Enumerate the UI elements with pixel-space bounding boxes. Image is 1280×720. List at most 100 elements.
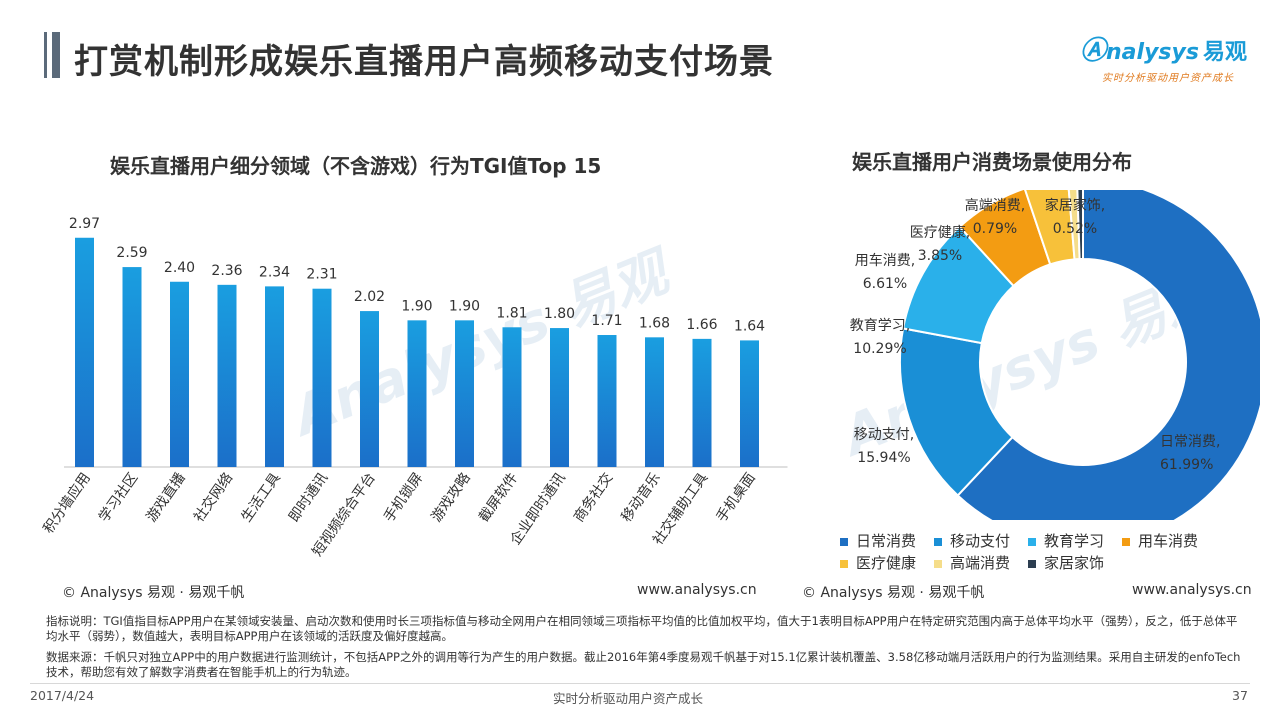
bar-value-label: 1.66 bbox=[686, 317, 717, 333]
legend-item: 医疗健康 bbox=[840, 552, 916, 573]
donut-value-label: 10.29% bbox=[853, 341, 906, 357]
bar-value-label: 2.31 bbox=[306, 267, 337, 283]
page-number: 37 bbox=[1232, 688, 1248, 703]
bar-value-label: 1.64 bbox=[734, 318, 765, 334]
legend-swatch bbox=[934, 559, 942, 568]
bar-chart: 2.97 积分墙应用 2.59 学习社区 2.40 游戏直播 2.36 社交网络 2.34 生活工… bbox=[40, 216, 788, 560]
bar-value-label: 1.90 bbox=[449, 298, 480, 314]
logo-brand-cn: 易观 bbox=[1202, 40, 1247, 65]
bar-value-label: 1.90 bbox=[401, 298, 432, 314]
donut-chart-title: 娱乐直播用户消费场景使用分布 bbox=[852, 150, 1132, 174]
legend-item: 家居家饰 bbox=[1028, 552, 1104, 573]
x-tick-label: 移动音乐 bbox=[618, 470, 664, 526]
footer-divider bbox=[30, 683, 1250, 684]
copyright-left: © Analysys 易观 · 易观千帆 bbox=[62, 585, 245, 601]
indicator-note: 指标说明：TGI值指目标APP用户在某领域安装量、启动次数和使用时长三项指标值与… bbox=[46, 614, 1238, 643]
legend-label: 移动支付 bbox=[950, 532, 1011, 550]
donut-slice bbox=[1076, 190, 1084, 261]
x-tick-label: 手机桌面 bbox=[714, 470, 759, 525]
donut-category-label: 医疗健康, bbox=[910, 224, 970, 241]
legend-label: 教育学习 bbox=[1044, 532, 1105, 550]
donut-value-label: 15.94% bbox=[857, 450, 910, 466]
legend-label: 家居家饰 bbox=[1044, 554, 1105, 572]
x-tick-label: 商务社交 bbox=[570, 470, 616, 526]
donut-category-label: 日常消费, bbox=[1160, 434, 1220, 450]
donut-value-label: 0.79% bbox=[973, 221, 1017, 237]
x-tick-label: 社交网络 bbox=[190, 470, 236, 526]
copyright-right: © Analysys 易观 · 易观千帆 bbox=[802, 585, 985, 601]
bar bbox=[502, 327, 522, 467]
bar bbox=[170, 281, 189, 467]
donut-category-label: 移动支付, bbox=[854, 427, 914, 443]
x-tick-label: 游戏攻略 bbox=[429, 470, 474, 525]
legend-label: 日常消费 bbox=[856, 532, 917, 550]
logo-tagline: 实时分析驱动用户资产成长 bbox=[1102, 73, 1234, 84]
donut-value-label: 61.99% bbox=[1160, 457, 1213, 473]
bar-value-label: 1.71 bbox=[591, 313, 622, 329]
url-right: www.analysys.cn bbox=[1132, 582, 1252, 598]
analysys-logo: Ⓐnalysys 易观 实时分析驱动用户资产成长 bbox=[1080, 30, 1260, 84]
page-title: 打赏机制形成娱乐直播用户高频移动支付场景 bbox=[74, 42, 774, 82]
x-tick-label: 学习社区 bbox=[96, 470, 141, 525]
legend-label: 用车消费 bbox=[1138, 532, 1199, 550]
bar-value-label: 2.59 bbox=[116, 245, 147, 261]
legend-label: 高端消费 bbox=[950, 554, 1011, 572]
bar bbox=[312, 288, 332, 467]
legend-item: 移动支付 bbox=[934, 530, 1010, 551]
url-left: www.analysys.cn bbox=[637, 582, 757, 598]
legend-swatch bbox=[840, 559, 848, 568]
bar bbox=[122, 267, 142, 467]
donut-value-label: 6.61% bbox=[863, 276, 907, 292]
legend-item: 用车消费 bbox=[1122, 530, 1198, 551]
bar-value-label: 1.68 bbox=[639, 315, 670, 331]
bar bbox=[455, 320, 474, 467]
bar-value-label: 2.40 bbox=[164, 260, 195, 276]
legend-swatch bbox=[934, 537, 942, 546]
legend-item: 教育学习 bbox=[1028, 530, 1104, 551]
logo-brand-en: nalysys bbox=[1106, 40, 1199, 65]
legend-item: 日常消费 bbox=[840, 530, 916, 551]
legend-swatch bbox=[1028, 559, 1036, 568]
bar bbox=[407, 320, 427, 467]
donut-category-label: 用车消费, bbox=[855, 252, 915, 269]
bar-value-label: 1.81 bbox=[496, 305, 527, 321]
x-tick-label: 积分墙应用 bbox=[40, 470, 94, 537]
title-accent-bar bbox=[44, 32, 47, 78]
footer-date: 2017/4/24 bbox=[30, 688, 95, 703]
legend-item: 高端消费 bbox=[934, 552, 1010, 573]
source-note: 数据来源：千帆只对独立APP中的用户数据进行监测统计，不包括APP之外的调用等行… bbox=[46, 650, 1241, 679]
footer-slogan: 实时分析驱动用户资产成长 bbox=[553, 691, 704, 706]
donut-value-label: 3.85% bbox=[918, 248, 962, 264]
bar bbox=[217, 284, 237, 467]
x-tick-label: 截屏软件 bbox=[476, 470, 521, 525]
bar bbox=[597, 335, 617, 467]
x-tick-label: 即时通讯 bbox=[286, 470, 331, 525]
donut-category-label: 教育学习, bbox=[850, 318, 910, 334]
bar-value-label: 1.80 bbox=[544, 306, 575, 322]
bar bbox=[740, 340, 759, 467]
donut-slice bbox=[956, 190, 1260, 520]
bar-chart-title: 娱乐直播用户细分领域（不含游戏）行为TGI值Top 15 bbox=[110, 154, 602, 178]
bar bbox=[75, 237, 94, 467]
donut-category-label: 高端消费, bbox=[965, 197, 1025, 214]
bar-value-label: 2.36 bbox=[211, 263, 242, 279]
bar bbox=[692, 338, 712, 467]
logo-brand: Ⓐnalysys 易观 bbox=[1080, 36, 1247, 66]
bar bbox=[360, 311, 379, 467]
x-tick-label: 手机锁屏 bbox=[381, 470, 426, 525]
title-accent-bar bbox=[52, 32, 60, 78]
legend-label: 医疗健康 bbox=[856, 554, 917, 572]
donut-chart: 日常消费, 61.99% 移动支付, 15.94% 教育学习, 10.29% 用车消费, 6.… bbox=[850, 190, 1260, 520]
legend-swatch bbox=[840, 537, 848, 546]
x-tick-label: 生活工具 bbox=[239, 470, 284, 525]
bar-value-label: 2.02 bbox=[354, 289, 385, 305]
bar-value-label: 2.34 bbox=[259, 264, 290, 280]
donut-value-label: 0.52% bbox=[1053, 221, 1097, 237]
legend-swatch bbox=[1028, 537, 1036, 546]
bar-value-label: 2.97 bbox=[69, 216, 100, 232]
bar bbox=[645, 337, 664, 467]
x-tick-label: 游戏直播 bbox=[143, 470, 189, 526]
legend-swatch bbox=[1122, 537, 1130, 546]
bar bbox=[550, 328, 569, 467]
bar bbox=[265, 286, 284, 467]
